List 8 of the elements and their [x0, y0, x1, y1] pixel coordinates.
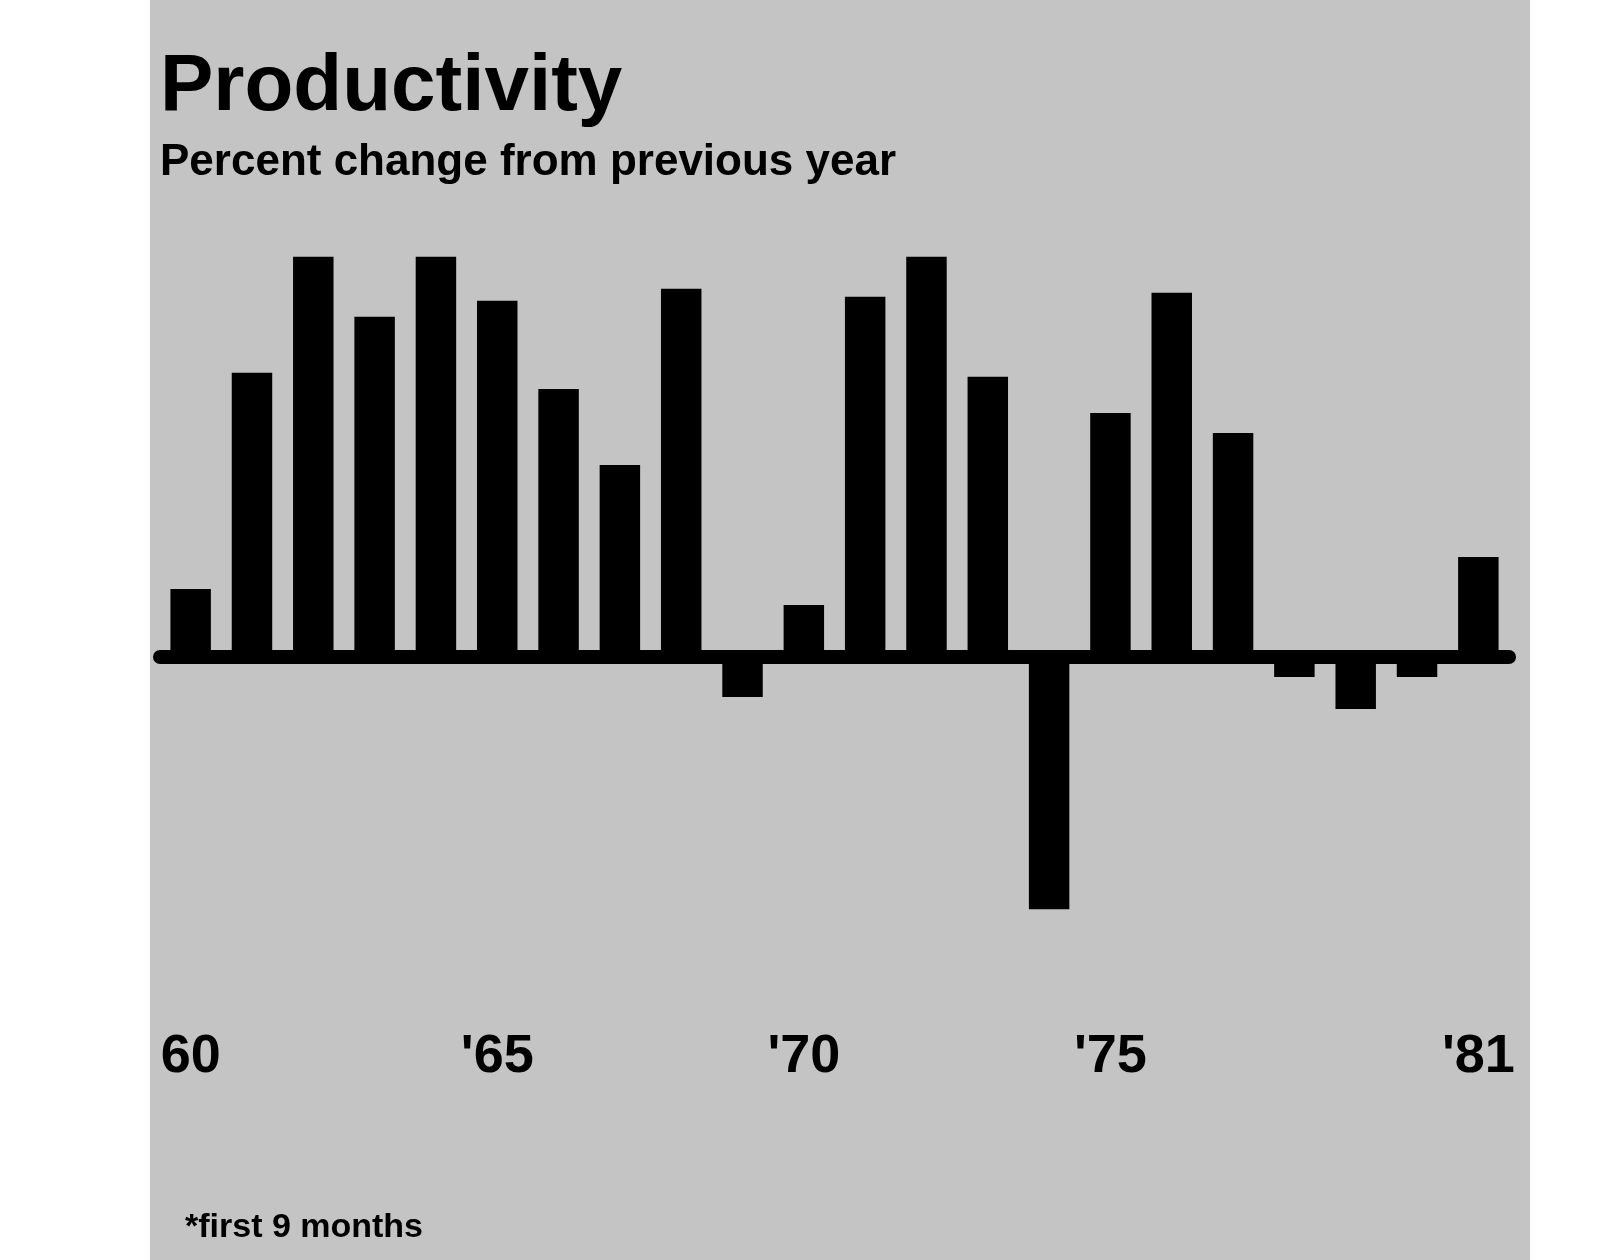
chart-title: Productivity	[160, 38, 623, 128]
x-tick-label: '65	[460, 1023, 534, 1084]
x-tick-label: '81	[1441, 1023, 1515, 1084]
text: *first 9 months	[185, 1206, 424, 1245]
chart-subtitle: Percent change from previous year	[160, 134, 897, 184]
x-tick-label: '70	[767, 1023, 841, 1084]
x-tick-label: '75	[1073, 1023, 1147, 1084]
x-tick-label: 60	[160, 1023, 221, 1084]
